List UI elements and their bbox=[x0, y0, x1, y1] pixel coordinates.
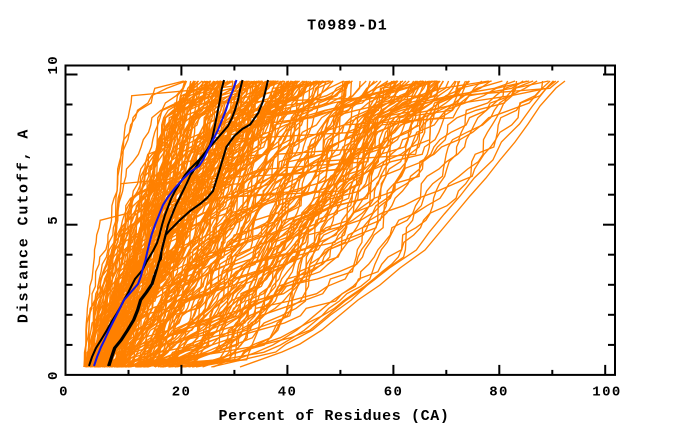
svg-text:20: 20 bbox=[172, 385, 192, 401]
svg-text:Percent of Residues (CA): Percent of Residues (CA) bbox=[219, 408, 450, 425]
svg-text:80: 80 bbox=[489, 385, 509, 401]
svg-text:T0989-D1: T0989-D1 bbox=[307, 18, 388, 35]
svg-text:0: 0 bbox=[46, 370, 62, 380]
svg-text:100: 100 bbox=[592, 385, 621, 401]
svg-text:60: 60 bbox=[384, 385, 404, 401]
svg-text:0: 0 bbox=[59, 385, 69, 401]
svg-text:Distance Cutoff, A: Distance Cutoff, A bbox=[16, 128, 33, 323]
svg-text:5: 5 bbox=[46, 215, 62, 225]
svg-text:10: 10 bbox=[46, 55, 62, 75]
svg-text:40: 40 bbox=[278, 385, 298, 401]
